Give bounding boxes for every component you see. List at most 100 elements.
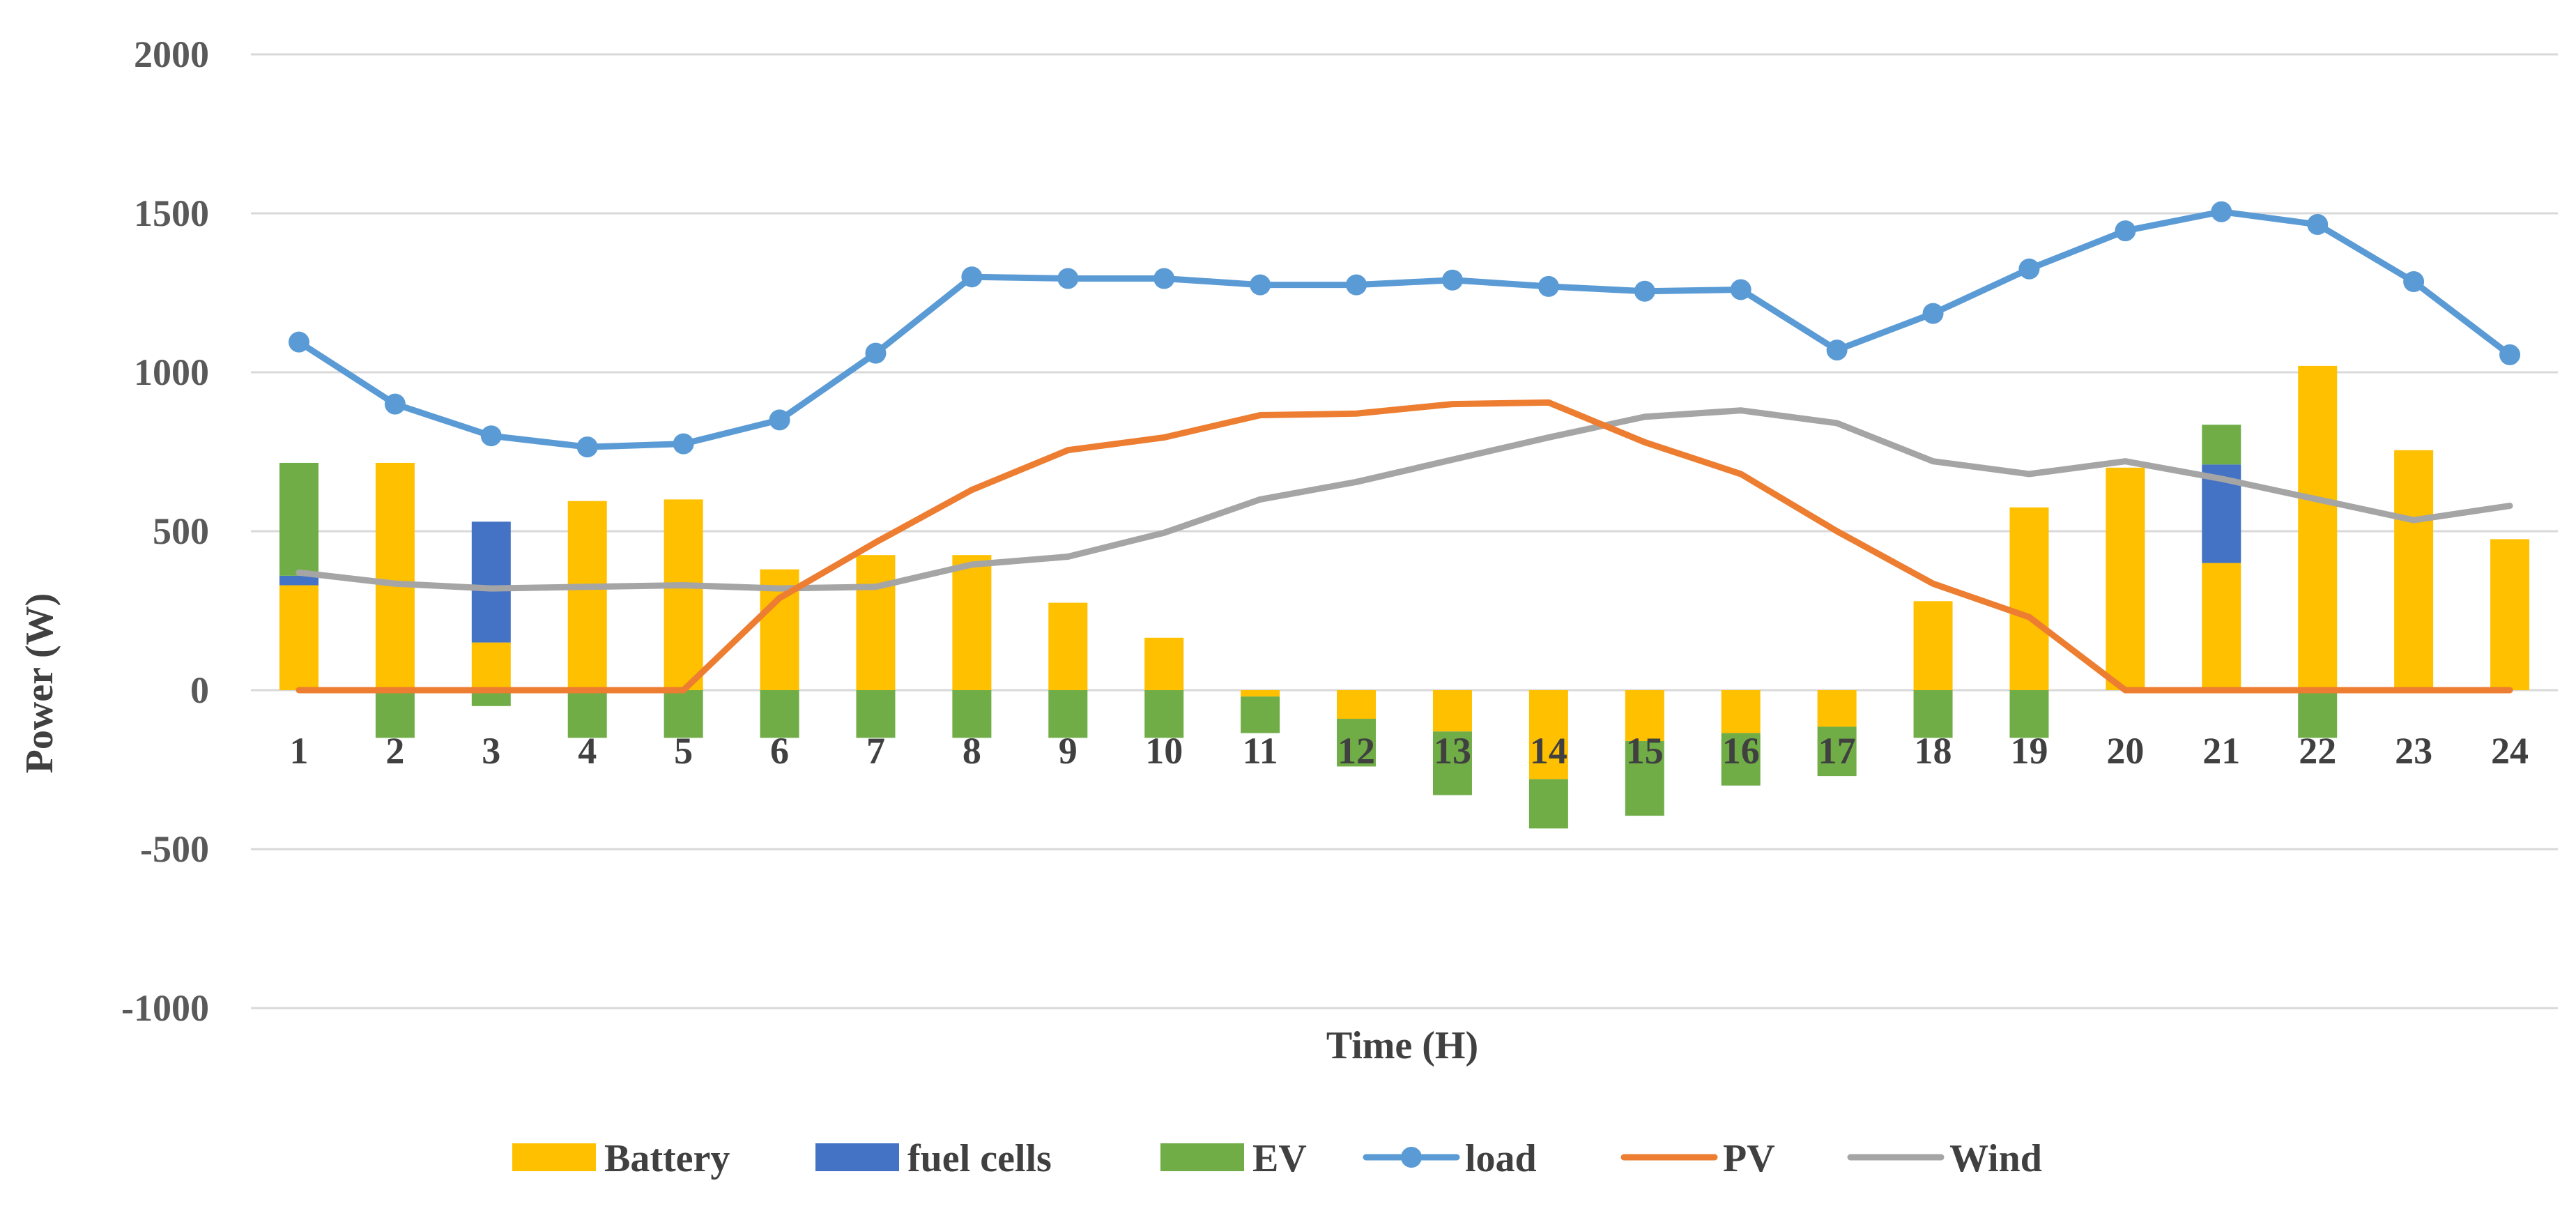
x-tick-label: 24 [2491,730,2529,772]
bar-battery-4 [567,501,607,690]
point-load-3 [480,425,502,447]
bar-battery-7 [856,555,896,690]
bar-ev-6 [760,690,799,738]
x-tick-label: 21 [2202,730,2240,772]
y-tick-label: 0 [190,669,209,711]
bar-ev-18 [1913,690,1953,738]
legend-label-pv: PV [1723,1137,1775,1180]
y-tick-label: 1000 [134,351,209,393]
bar-battery-3 [471,642,511,690]
x-tick-label: 15 [1626,730,1664,772]
point-load-5 [673,433,694,455]
legend-swatch-ev [1160,1143,1244,1171]
point-load-17 [1826,340,1848,361]
legend-label-ev: EV [1252,1137,1307,1180]
bar-battery-5 [664,499,703,690]
x-tick-label: 2 [385,730,404,772]
bar-battery-13 [1432,690,1472,732]
bar-ev-17 [1817,726,1857,777]
point-load-22 [2307,213,2329,235]
point-load-9 [1057,268,1079,289]
bar-ev-12 [1337,719,1377,767]
bar-battery-18 [1913,601,1953,690]
bar-battery-1 [279,585,319,690]
bar-ev-13 [1432,731,1472,795]
x-tick-label: 12 [1337,730,1375,772]
x-tick-label: 6 [770,730,789,772]
y-tick-label: -500 [140,828,209,870]
bar-battery-17 [1817,690,1857,727]
bar-battery-14 [1528,690,1568,779]
point-load-13 [1441,269,1463,291]
point-load-19 [2018,258,2040,280]
x-tick-label: 1 [289,730,308,772]
bar-battery-11 [1241,690,1280,697]
x-tick-label: 18 [1915,730,1952,772]
bar-battery-2 [375,462,415,690]
x-tick-label: 23 [2395,730,2432,772]
x-tick-label: 17 [1818,730,1856,772]
bar-ev-21 [2202,425,2241,465]
bars [279,365,2530,829]
bar-ev-16 [1721,733,1761,786]
bar-battery-12 [1337,690,1377,719]
x-axis-title: Time (H) [1326,1024,1478,1067]
x-tick-label: 5 [674,730,693,772]
x-tick-label: 9 [1059,730,1078,772]
bar-ev-11 [1241,696,1280,733]
bar-battery-10 [1144,637,1184,690]
point-load-8 [961,266,983,288]
legend-swatch-fuel-cells [815,1143,899,1171]
x-tick-label: 8 [963,730,981,772]
legend: Battery fuel cells EV load PV Wind [512,1137,2042,1180]
point-load-11 [1250,274,1271,296]
x-tick-label: 20 [2106,730,2144,772]
bar-ev-1 [279,462,319,576]
bar-fuel-cells-3 [471,521,511,643]
y-tick-label: 2000 [134,33,209,75]
y-axis-ticks: 2000 1500 1000 500 0 -500 -1000 [121,33,209,1029]
bar-ev-22 [2298,690,2338,738]
point-load-10 [1153,268,1175,289]
legend-swatch-battery [512,1143,596,1171]
line-load [296,208,2513,450]
point-load-21 [2211,201,2232,222]
legend-label-battery: Battery [604,1137,730,1180]
legend-marker-load [1401,1147,1422,1168]
bar-ev-4 [567,690,607,738]
y-axis-title: Power (W) [18,593,61,774]
x-axis-ticks: 1 2 3 4 5 6 7 8 9 10 11 12 13 14 15 16 17 18 19 20 21 22 23 24 [289,730,2529,772]
point-load-2 [384,393,406,415]
point-load-4 [576,436,598,458]
x-tick-label: 13 [1434,730,1471,772]
x-tick-label: 19 [2010,730,2048,772]
bar-ev-14 [1528,779,1568,829]
bar-ev-19 [2009,690,2049,738]
bar-ev-15 [1625,740,1664,816]
y-tick-label: 500 [153,510,209,552]
point-load-18 [1922,303,1944,324]
bar-battery-19 [2009,507,2049,690]
bar-battery-15 [1625,690,1664,741]
bar-battery-20 [2106,467,2145,690]
bar-battery-22 [2298,365,2338,690]
legend-label-load: load [1465,1137,1537,1180]
x-tick-label: 11 [1243,730,1278,772]
bar-ev-9 [1048,690,1088,738]
bar-ev-10 [1144,690,1184,738]
point-load-7 [865,342,887,364]
x-tick-label: 3 [482,730,500,772]
x-tick-label: 16 [1722,730,1760,772]
x-tick-label: 7 [866,730,885,772]
legend-label-fuel-cells: fuel cells [907,1137,1052,1180]
point-load-15 [1634,280,1655,302]
y-tick-label: -1000 [121,987,209,1029]
x-tick-label: 22 [2299,730,2336,772]
bar-ev-2 [375,690,415,738]
bar-battery-23 [2394,450,2434,690]
line-pv [296,399,2513,694]
bar-fuel-cells-1 [279,575,319,586]
bar-ev-5 [664,690,703,738]
